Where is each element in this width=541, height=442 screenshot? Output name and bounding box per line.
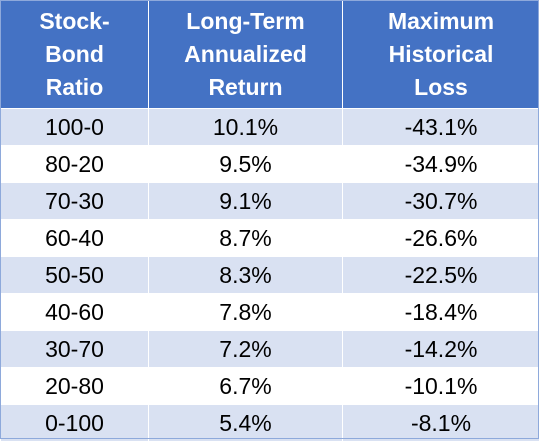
header-line: Long-Term	[186, 8, 305, 34]
header-maximum-historical-loss: Maximum Historical Loss	[342, 0, 540, 109]
loss-cell: -8.1%	[342, 404, 540, 442]
ratio-cell: 20-80	[0, 367, 149, 405]
table-row: 60-40 8.7% -26.6%	[0, 219, 540, 257]
ratio-cell: 0-100	[0, 404, 149, 442]
return-cell: 8.7%	[148, 219, 343, 257]
return-cell: 7.2%	[148, 330, 343, 368]
header-line: Ratio	[45, 74, 104, 100]
return-cell: 9.1%	[148, 182, 343, 220]
header-line: Historical	[388, 41, 494, 67]
table-row: 100-0 10.1% -43.1%	[0, 108, 540, 146]
header-line: Maximum	[387, 8, 495, 34]
ratio-cell: 80-20	[0, 145, 149, 183]
ratio-cell: 60-40	[0, 219, 149, 257]
table-row: 40-60 7.8% -18.4%	[0, 293, 540, 331]
table-header: Stock- Bond Ratio Long-Term Annualized R…	[0, 0, 540, 109]
header-line: Annualized	[184, 41, 307, 67]
return-cell: 10.1%	[148, 108, 343, 146]
loss-cell: -43.1%	[342, 108, 540, 146]
table-row: 70-30 9.1% -30.7%	[0, 182, 540, 220]
table-row: 30-70 7.2% -14.2%	[0, 330, 540, 368]
loss-cell: -22.5%	[342, 256, 540, 294]
loss-cell: -34.9%	[342, 145, 540, 183]
table-row: 20-80 6.7% -10.1%	[0, 367, 540, 405]
table-row: 50-50 8.3% -22.5%	[0, 256, 540, 294]
return-cell: 9.5%	[148, 145, 343, 183]
header-line: Loss	[414, 74, 468, 100]
ratio-cell: 70-30	[0, 182, 149, 220]
ratio-cell: 50-50	[0, 256, 149, 294]
loss-cell: -10.1%	[342, 367, 540, 405]
table-body: 100-0 10.1% -43.1% 80-20 9.5% -34.9% 70-…	[0, 108, 540, 442]
loss-cell: -26.6%	[342, 219, 540, 257]
return-cell: 8.3%	[148, 256, 343, 294]
header-long-term-annualized-return: Long-Term Annualized Return	[148, 0, 343, 109]
header-stock-bond-ratio: Stock- Bond Ratio	[0, 0, 149, 109]
return-cell: 5.4%	[148, 404, 343, 442]
header-line: Return	[208, 74, 283, 100]
header-row: Stock- Bond Ratio Long-Term Annualized R…	[0, 0, 540, 109]
table-row: 80-20 9.5% -34.9%	[0, 145, 540, 183]
ratio-cell: 40-60	[0, 293, 149, 331]
return-cell: 6.7%	[148, 367, 343, 405]
loss-cell: -30.7%	[342, 182, 540, 220]
return-cell: 7.8%	[148, 293, 343, 331]
loss-cell: -18.4%	[342, 293, 540, 331]
ratio-cell: 100-0	[0, 108, 149, 146]
header-line: Bond	[45, 41, 104, 67]
table-row: 0-100 5.4% -8.1%	[0, 404, 540, 442]
header-line: Stock-	[39, 8, 110, 34]
ratio-cell: 30-70	[0, 330, 149, 368]
loss-cell: -14.2%	[342, 330, 540, 368]
